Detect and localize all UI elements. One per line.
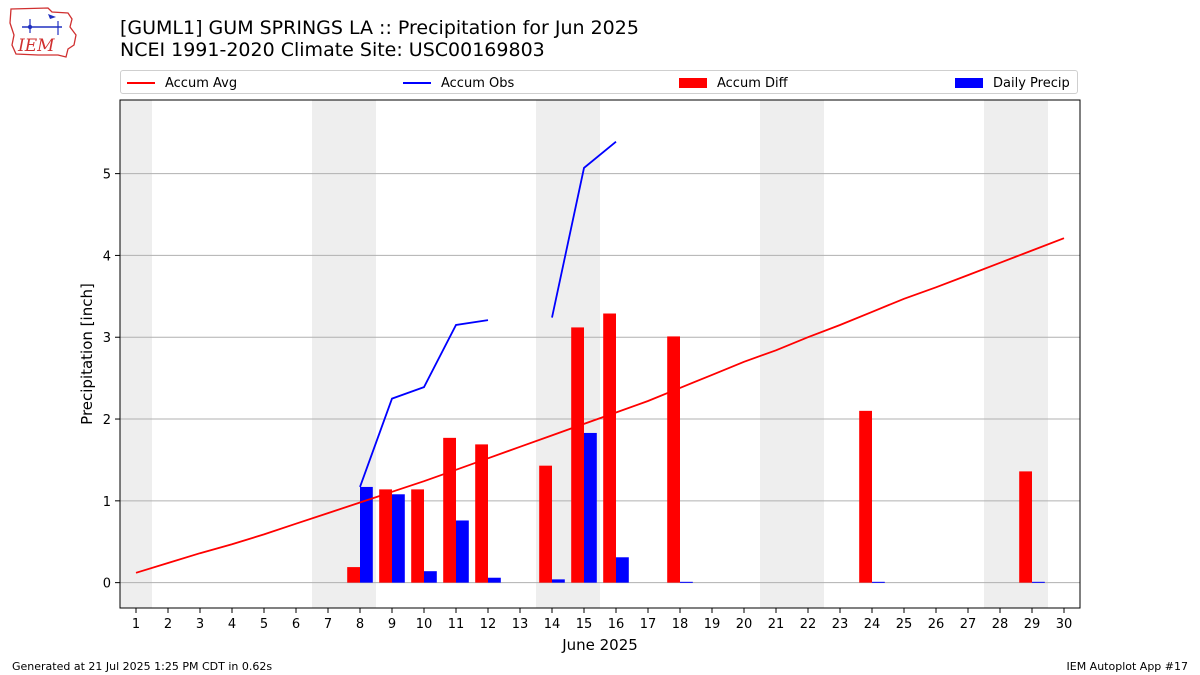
bar-daily-precip-9 xyxy=(392,494,405,583)
bar-daily-precip-18 xyxy=(680,581,693,583)
legend-swatch-accum-obs xyxy=(403,82,431,84)
bar-daily-precip-8 xyxy=(360,486,373,583)
y-tick-label-4: 4 xyxy=(103,249,111,264)
bar-accum-diff-12 xyxy=(475,444,488,583)
x-tick-label-4: 4 xyxy=(228,617,236,632)
chart-subtitle: NCEI 1991-2020 Climate Site: USC00169803 xyxy=(120,39,545,61)
bar-accum-diff-29 xyxy=(1019,471,1032,583)
y-tick-label-1: 1 xyxy=(103,495,111,510)
x-tick-label-6: 6 xyxy=(292,617,300,632)
bar-daily-precip-14 xyxy=(552,579,565,583)
bar-daily-precip-29 xyxy=(1032,581,1045,583)
logo-text: IEM xyxy=(17,36,55,56)
x-ticks: 1 2 3 4 5 6 7 8 9 10 11 12 13 14 15 16 17 18 19 20 21 22 23 24 2… xyxy=(132,608,1072,632)
y-ticks: 0 1 2 3 4 5 xyxy=(103,168,120,592)
bar-accum-diff-8 xyxy=(347,567,360,583)
plot-frame xyxy=(119,99,1081,609)
legend-swatch-daily-precip xyxy=(955,78,983,88)
x-tick-label-23: 23 xyxy=(832,617,849,632)
bar-daily-precip-16 xyxy=(616,557,629,583)
weekend-band-3 xyxy=(760,100,824,608)
chart-title: [GUML1] GUM SPRINGS LA :: Precipitation … xyxy=(120,17,639,39)
bar-daily-precip-10 xyxy=(424,571,437,583)
x-tick-label-16: 16 xyxy=(608,617,625,632)
bars xyxy=(347,313,1045,583)
legend: Accum Avg Accum Obs Accum Diff Daily Pre… xyxy=(120,70,1078,94)
legend-item-daily-precip: Daily Precip xyxy=(955,74,1070,92)
legend-swatch-accum-avg xyxy=(127,82,155,84)
x-tick-label-12: 12 xyxy=(480,617,497,632)
legend-item-accum-avg: Accum Avg xyxy=(127,74,237,92)
footer-app: IEM Autoplot App #17 xyxy=(1066,660,1189,673)
y-tick-label-3: 3 xyxy=(103,331,111,346)
x-tick-label-14: 14 xyxy=(544,617,561,632)
legend-label-accum-obs: Accum Obs xyxy=(441,75,515,91)
y-tick-label-0: 0 xyxy=(103,577,111,592)
bar-accum-diff-10 xyxy=(411,489,424,583)
x-tick-label-19: 19 xyxy=(704,617,721,632)
x-tick-label-9: 9 xyxy=(388,617,396,632)
x-tick-label-10: 10 xyxy=(416,617,433,632)
bar-daily-precip-15 xyxy=(584,432,597,583)
x-tick-label-22: 22 xyxy=(800,617,817,632)
weekend-shading xyxy=(120,100,1048,608)
y-axis-label: Precipitation [inch] xyxy=(78,283,96,425)
weekend-band-1 xyxy=(312,100,376,608)
x-tick-label-20: 20 xyxy=(736,617,753,632)
lines xyxy=(135,141,1065,574)
legend-label-daily-precip: Daily Precip xyxy=(993,75,1070,91)
legend-item-accum-diff: Accum Diff xyxy=(679,74,788,92)
bar-accum-diff-15 xyxy=(571,327,584,583)
y-gridlines xyxy=(120,173,1080,584)
y-tick-label-5: 5 xyxy=(103,168,111,183)
x-tick-label-11: 11 xyxy=(448,617,465,632)
legend-label-accum-diff: Accum Diff xyxy=(717,75,788,91)
weekend-band-0 xyxy=(120,100,152,608)
x-tick-label-18: 18 xyxy=(672,617,689,632)
x-tick-label-28: 28 xyxy=(992,617,1009,632)
x-tick-label-1: 1 xyxy=(132,617,140,632)
bar-daily-precip-11 xyxy=(456,520,469,583)
x-tick-label-2: 2 xyxy=(164,617,172,632)
bar-accum-diff-24 xyxy=(859,410,872,583)
bar-accum-diff-16 xyxy=(603,313,616,583)
iem-logo: IEM xyxy=(9,7,77,58)
x-tick-label-17: 17 xyxy=(640,617,657,632)
x-tick-label-7: 7 xyxy=(324,617,332,632)
bar-accum-diff-11 xyxy=(443,437,456,583)
weekend-band-4 xyxy=(984,100,1048,608)
x-axis-label: June 2025 xyxy=(561,636,638,654)
x-tick-label-8: 8 xyxy=(356,617,364,632)
bar-accum-diff-18 xyxy=(667,336,680,583)
bar-daily-precip-24 xyxy=(872,581,885,583)
x-tick-label-13: 13 xyxy=(512,617,529,632)
x-tick-label-24: 24 xyxy=(864,617,881,632)
line-accum-obs-segment-1 xyxy=(551,141,617,318)
line-accum-obs-segment-0 xyxy=(359,319,489,488)
x-tick-label-21: 21 xyxy=(768,617,785,632)
x-tick-label-26: 26 xyxy=(928,617,945,632)
x-tick-label-27: 27 xyxy=(960,617,977,632)
x-tick-label-30: 30 xyxy=(1056,617,1073,632)
line-accum-avg-segment-0 xyxy=(135,237,1065,574)
y-tick-label-2: 2 xyxy=(103,413,111,428)
x-tick-label-25: 25 xyxy=(896,617,913,632)
legend-label-accum-avg: Accum Avg xyxy=(165,75,238,91)
x-tick-label-29: 29 xyxy=(1024,617,1041,632)
bar-accum-diff-14 xyxy=(539,465,552,583)
bar-daily-precip-12 xyxy=(488,577,501,583)
footer-generated: Generated at 21 Jul 2025 1:25 PM CDT in … xyxy=(12,660,273,673)
legend-item-accum-obs: Accum Obs xyxy=(403,74,514,92)
legend-swatch-accum-diff xyxy=(679,78,707,88)
x-tick-label-5: 5 xyxy=(260,617,268,632)
x-tick-label-3: 3 xyxy=(196,617,204,632)
weekend-band-2 xyxy=(536,100,600,608)
x-tick-label-15: 15 xyxy=(576,617,593,632)
bar-accum-diff-9 xyxy=(379,489,392,583)
